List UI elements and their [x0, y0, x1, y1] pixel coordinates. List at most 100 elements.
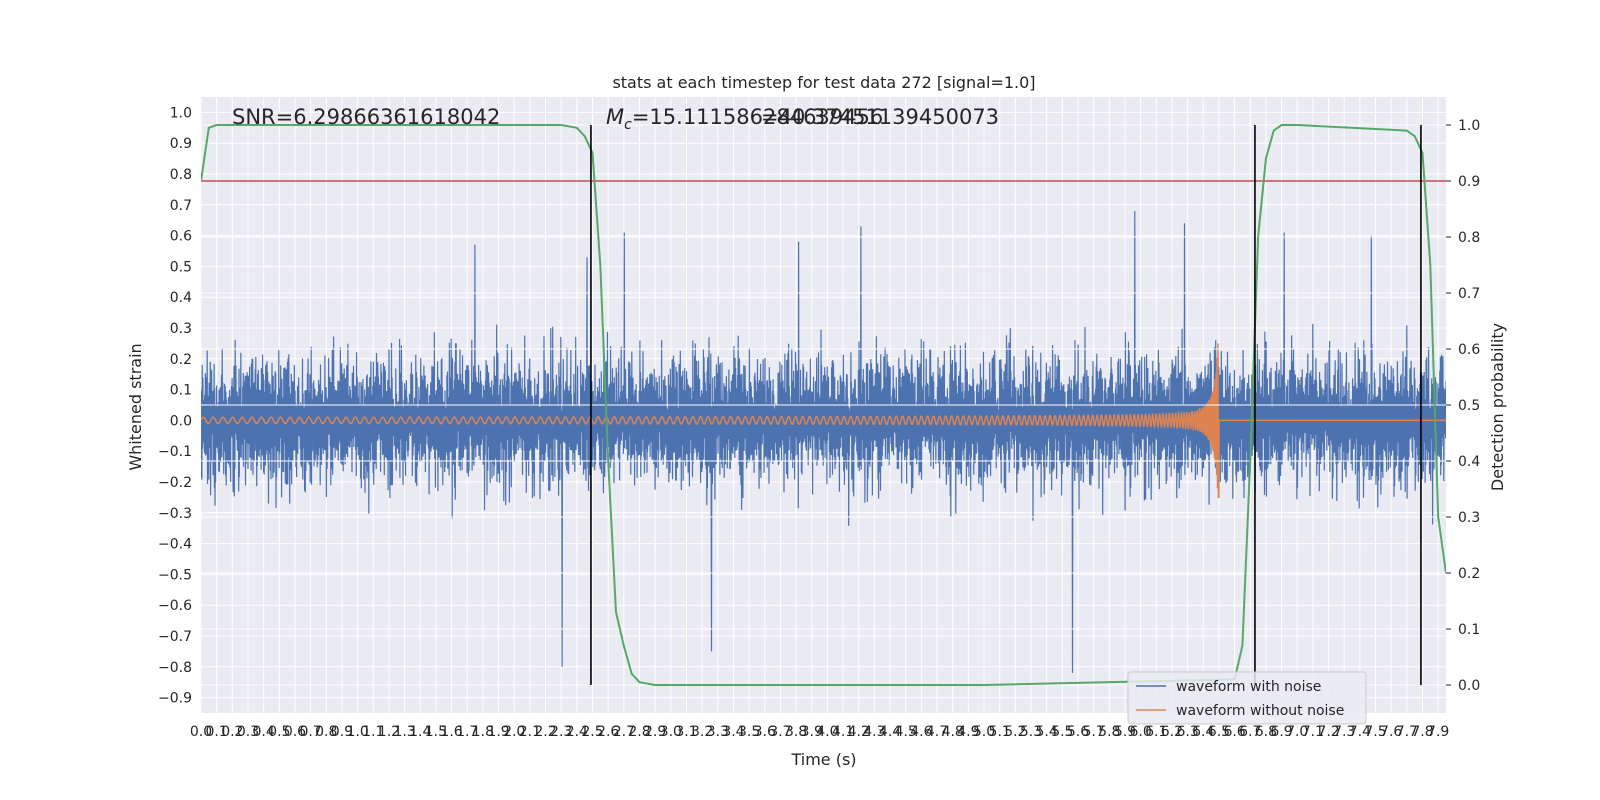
mc-value: =15.111586284639456	[632, 105, 883, 129]
y2-tick-label: 0.8	[1458, 230, 1480, 246]
x-tick-label: 6.7	[1239, 724, 1261, 740]
legend-box	[1127, 671, 1367, 725]
x-tick-label: 7.4	[1349, 724, 1371, 740]
x-tick-label: 5.9	[1114, 724, 1136, 740]
x-tick-label: 5.2	[1004, 724, 1026, 740]
mc-annotation-overlap: =40.37451139450073	[761, 105, 999, 129]
x-tick-label: 1.0	[346, 724, 368, 740]
y-tick-label: −0.1	[158, 444, 192, 460]
x-tick-label: 0.7	[299, 724, 321, 740]
x-tick-label: 0.8	[315, 724, 337, 740]
x-tick-label: 3.5	[738, 724, 760, 740]
x-tick-label: 6.8	[1255, 724, 1277, 740]
legend: waveform with noise waveform without noi…	[1127, 671, 1367, 725]
x-tick-label: 2.7	[613, 724, 635, 740]
mc-subscript: c	[624, 117, 632, 133]
y-tick-label: 0.9	[170, 136, 192, 152]
x-tick-label: 6.0	[1129, 724, 1151, 740]
x-tick-label: 5.3	[1020, 724, 1042, 740]
x-tick-label: 1.8	[472, 724, 494, 740]
y-tick-label: 0.5	[170, 259, 192, 275]
x-tick-label: 1.2	[378, 724, 400, 740]
x-tick-label: 0.1	[206, 724, 228, 740]
x-tick-label: 1.9	[487, 724, 509, 740]
chart-title: stats at each timestep for test data 272…	[612, 73, 1035, 92]
x-tick-label: 5.8	[1098, 724, 1120, 740]
x-tick-label: 5.4	[1036, 724, 1058, 740]
x-tick-label: 5.5	[1051, 724, 1073, 740]
x-tick-label: 3.2	[691, 724, 713, 740]
y-tick-label: 0.6	[170, 229, 192, 245]
x-tick-label: 2.6	[597, 724, 619, 740]
y-tick-label: 0.0	[170, 413, 192, 429]
y-tick-label: −0.4	[158, 537, 192, 553]
x-tick-label: 0.2	[221, 724, 243, 740]
legend-label-clean: waveform without noise	[1176, 703, 1344, 719]
x-tick-label: 4.7	[926, 724, 948, 740]
x-tick-label: 7.6	[1380, 724, 1402, 740]
x-tick-label: 3.8	[785, 724, 807, 740]
x-tick-label: 3.0	[660, 724, 682, 740]
x-tick-label: 3.4	[722, 724, 744, 740]
x-tick-label: 6.4	[1192, 724, 1214, 740]
x-tick-label: 4.0	[816, 724, 838, 740]
x-tick-label: 0.5	[268, 724, 290, 740]
y2-axis-label: Detection probability	[1488, 323, 1507, 491]
y2-tick-label: 0.5	[1458, 398, 1480, 414]
x-tick-label: 0.3	[237, 724, 259, 740]
series-waveform-without-noise	[201, 343, 1446, 498]
y-tick-label: 1.0	[170, 105, 192, 121]
x-tick-label: 7.2	[1317, 724, 1339, 740]
y-tick-label: −0.8	[158, 660, 192, 676]
x-tick-label: 2.0	[503, 724, 525, 740]
y2-tick-label: 0.1	[1458, 622, 1480, 638]
x-tick-label: 3.7	[769, 724, 791, 740]
x-tick-label: 7.9	[1427, 724, 1449, 740]
x-tick-label: 2.1	[519, 724, 541, 740]
overlay-layer	[201, 124, 1446, 686]
y-tick-label: −0.3	[158, 506, 192, 522]
x-tick-label: 6.5	[1208, 724, 1230, 740]
x-tick-label: 6.2	[1161, 724, 1183, 740]
y-tick-label: −0.9	[158, 691, 192, 707]
x-tick-label: 2.3	[550, 724, 572, 740]
x-tick-label: 1.5	[425, 724, 447, 740]
x-tick-label: 3.3	[707, 724, 729, 740]
y-tick-label: 0.1	[170, 383, 192, 399]
y-axis-label: Whitened strain	[126, 343, 145, 470]
x-tick-label: 4.8	[942, 724, 964, 740]
x-tick-label: 0.0	[190, 724, 212, 740]
x-tick-label: 4.4	[879, 724, 901, 740]
y-tick-label: −0.6	[158, 598, 192, 614]
x-tick-label: 0.4	[253, 724, 275, 740]
y2-tick-label: 0.4	[1458, 454, 1480, 470]
y-tick-label: 0.2	[170, 352, 192, 368]
x-tick-label: 7.7	[1396, 724, 1418, 740]
mc-symbol: M	[606, 105, 624, 129]
x-tick-label: 3.6	[754, 724, 776, 740]
x-axis-label: Time (s)	[790, 750, 856, 769]
x-tick-label: 2.9	[644, 724, 666, 740]
x-tick-label: 7.3	[1333, 724, 1355, 740]
x-tick-label: 4.6	[910, 724, 932, 740]
y2-tick-label: 0.0	[1458, 678, 1480, 694]
y2-tick-label: 1.0	[1458, 118, 1480, 134]
x-tick-label: 0.9	[331, 724, 353, 740]
x-tick-label: 4.2	[848, 724, 870, 740]
x-tick-label: 0.6	[284, 724, 306, 740]
x-tick-label: 6.3	[1176, 724, 1198, 740]
snr-annotation: SNR=6.29866361618042	[232, 105, 500, 129]
x-tick-label: 7.5	[1364, 724, 1386, 740]
x-tick-label: 3.9	[801, 724, 823, 740]
y2-tick-label: 0.9	[1458, 174, 1480, 190]
series-layer	[201, 210, 1446, 674]
x-tick-label: 7.0	[1286, 724, 1308, 740]
y2-tick-label: 0.3	[1458, 510, 1480, 526]
x-tick-label: 1.4	[409, 724, 431, 740]
x-tick-label: 6.9	[1270, 724, 1292, 740]
x-tick-label: 5.1	[989, 724, 1011, 740]
x-tick-label: 7.8	[1411, 724, 1433, 740]
mc-annotation: Mc=15.111586284639456	[606, 105, 883, 133]
y-tick-label: −0.5	[158, 567, 192, 583]
